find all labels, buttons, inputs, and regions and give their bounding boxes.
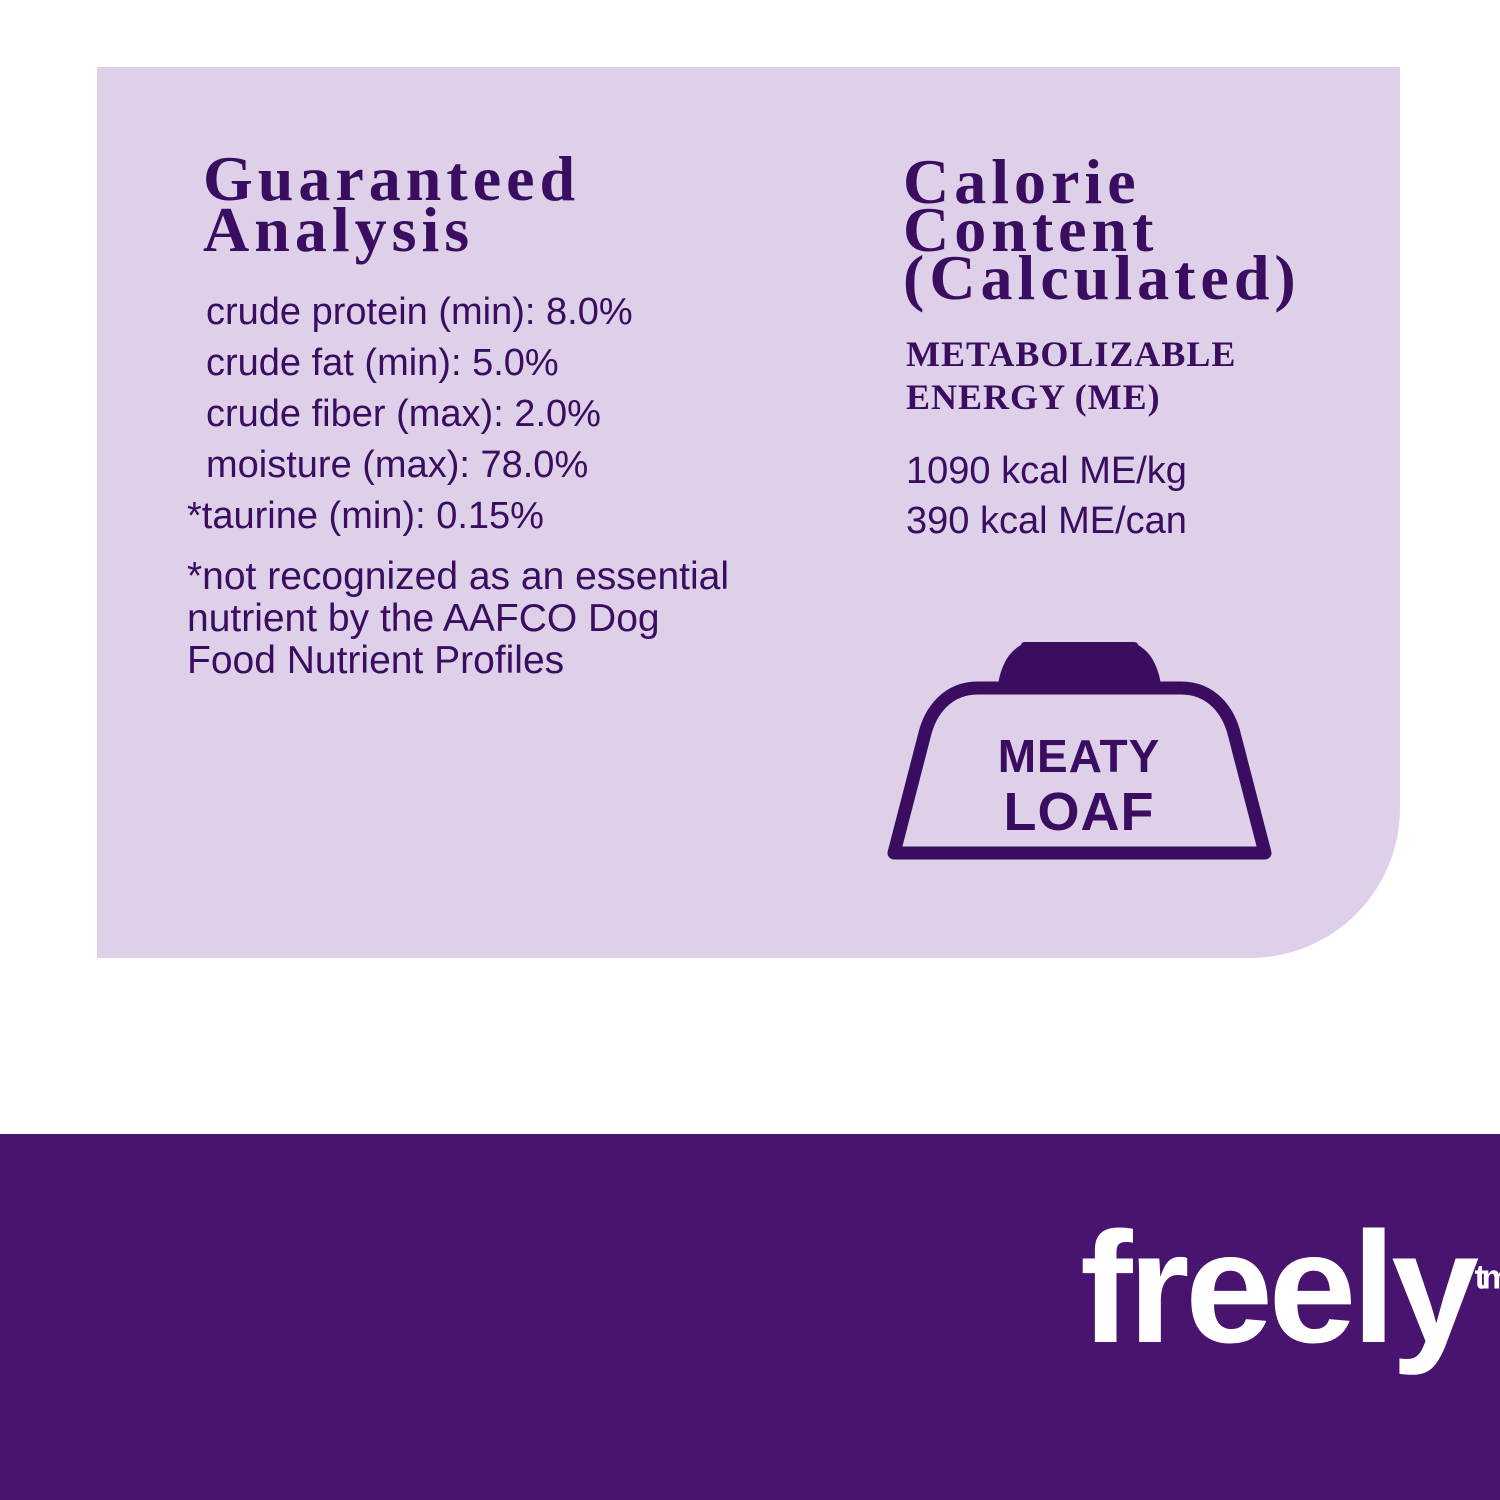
- svg-text:MEATY: MEATY: [998, 730, 1161, 782]
- svg-text:LOAF: LOAF: [1004, 782, 1155, 842]
